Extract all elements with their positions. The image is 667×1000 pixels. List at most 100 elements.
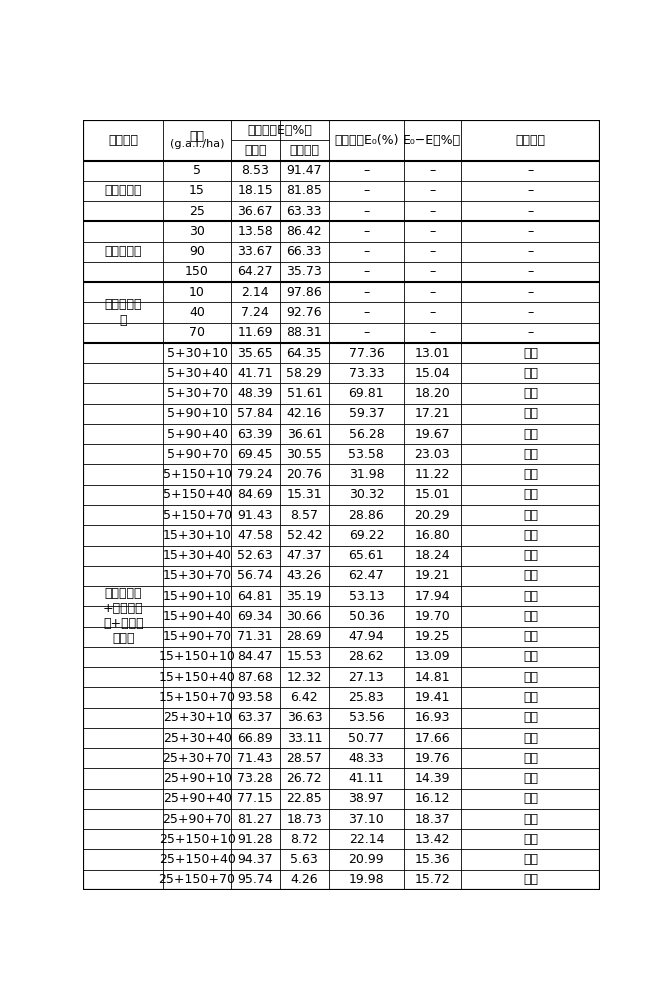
- Text: 15.01: 15.01: [414, 488, 450, 501]
- Text: 25+30+40: 25+30+40: [163, 732, 231, 745]
- Text: 92.76: 92.76: [287, 306, 322, 319]
- Text: 30.32: 30.32: [349, 488, 384, 501]
- Text: 5: 5: [193, 164, 201, 177]
- Text: 13.42: 13.42: [415, 833, 450, 846]
- Text: 23.03: 23.03: [414, 448, 450, 461]
- Text: 25+90+70: 25+90+70: [163, 813, 231, 826]
- Text: 90: 90: [189, 245, 205, 258]
- Text: 47.37: 47.37: [287, 549, 322, 562]
- Text: 10: 10: [189, 286, 205, 299]
- Text: 增效: 增效: [523, 873, 538, 886]
- Text: 15.72: 15.72: [414, 873, 450, 886]
- Text: 66.89: 66.89: [237, 732, 273, 745]
- Text: 50.77: 50.77: [348, 732, 384, 745]
- Text: 实测防效E（%）: 实测防效E（%）: [247, 124, 312, 137]
- Text: –: –: [528, 306, 534, 319]
- Text: 33.11: 33.11: [287, 732, 322, 745]
- Text: 48.39: 48.39: [237, 387, 273, 400]
- Text: 81.27: 81.27: [237, 813, 273, 826]
- Text: 5+90+10: 5+90+10: [167, 407, 227, 420]
- Text: 35.73: 35.73: [287, 265, 322, 278]
- Text: 药剂名称: 药剂名称: [109, 134, 139, 147]
- Text: –: –: [528, 164, 534, 177]
- Text: –: –: [528, 245, 534, 258]
- Text: 79.24: 79.24: [237, 468, 273, 481]
- Text: (g.a.i./ha): (g.a.i./ha): [170, 139, 224, 149]
- Text: 81.85: 81.85: [286, 184, 322, 197]
- Text: 增效: 增效: [523, 590, 538, 603]
- Text: –: –: [429, 164, 436, 177]
- Text: 31.98: 31.98: [349, 468, 384, 481]
- Text: 30.55: 30.55: [286, 448, 322, 461]
- Text: 66.33: 66.33: [287, 245, 322, 258]
- Text: 15+30+10: 15+30+10: [163, 529, 231, 542]
- Text: 增效: 增效: [523, 488, 538, 501]
- Text: 增效: 增效: [523, 853, 538, 866]
- Text: 11.69: 11.69: [237, 326, 273, 339]
- Text: 77.15: 77.15: [237, 792, 273, 805]
- Text: –: –: [364, 164, 370, 177]
- Text: 57.84: 57.84: [237, 407, 273, 420]
- Text: 氯吡嘧磺隆: 氯吡嘧磺隆: [105, 184, 142, 197]
- Text: –: –: [364, 184, 370, 197]
- Text: 56.28: 56.28: [349, 428, 384, 441]
- Text: 95.74: 95.74: [237, 873, 273, 886]
- Text: 41.71: 41.71: [237, 367, 273, 380]
- Text: 19.98: 19.98: [349, 873, 384, 886]
- Text: 增效: 增效: [523, 711, 538, 724]
- Text: 增效: 增效: [523, 529, 538, 542]
- Text: 53.56: 53.56: [349, 711, 384, 724]
- Text: 59.37: 59.37: [349, 407, 384, 420]
- Text: 28.57: 28.57: [286, 752, 322, 765]
- Text: 51.61: 51.61: [287, 387, 322, 400]
- Text: –: –: [429, 265, 436, 278]
- Text: 联合作用: 联合作用: [516, 134, 546, 147]
- Text: –: –: [528, 265, 534, 278]
- Text: 增效: 增效: [523, 549, 538, 562]
- Text: 增效: 增效: [523, 792, 538, 805]
- Text: 33.67: 33.67: [237, 245, 273, 258]
- Text: 28.69: 28.69: [287, 630, 322, 643]
- Text: –: –: [429, 225, 436, 238]
- Text: 增效: 增效: [523, 367, 538, 380]
- Text: 14.81: 14.81: [414, 671, 450, 684]
- Text: 53.58: 53.58: [348, 448, 384, 461]
- Text: 30: 30: [189, 225, 205, 238]
- Text: 4.26: 4.26: [291, 873, 318, 886]
- Text: 35.19: 35.19: [287, 590, 322, 603]
- Text: 5+30+40: 5+30+40: [167, 367, 227, 380]
- Text: 5+30+70: 5+30+70: [167, 387, 227, 400]
- Text: 氯氟吡氧乙
酸: 氯氟吡氧乙 酸: [105, 298, 142, 326]
- Text: 20.99: 20.99: [349, 853, 384, 866]
- Text: –: –: [364, 225, 370, 238]
- Text: 增效: 增效: [523, 347, 538, 360]
- Text: 25+150+70: 25+150+70: [159, 873, 235, 886]
- Text: 64.35: 64.35: [287, 347, 322, 360]
- Text: 77.36: 77.36: [349, 347, 384, 360]
- Text: –: –: [528, 326, 534, 339]
- Text: –: –: [364, 286, 370, 299]
- Text: 15+150+10: 15+150+10: [159, 650, 235, 663]
- Text: 18.20: 18.20: [414, 387, 450, 400]
- Text: 22.85: 22.85: [287, 792, 322, 805]
- Text: 64.27: 64.27: [237, 265, 273, 278]
- Text: –: –: [364, 245, 370, 258]
- Text: 5+150+40: 5+150+40: [163, 488, 231, 501]
- Text: 15+90+70: 15+90+70: [163, 630, 231, 643]
- Text: 41.11: 41.11: [349, 772, 384, 785]
- Text: 63.37: 63.37: [237, 711, 273, 724]
- Text: 16.80: 16.80: [414, 529, 450, 542]
- Text: 52.42: 52.42: [287, 529, 322, 542]
- Text: –: –: [364, 306, 370, 319]
- Text: 增效: 增效: [523, 752, 538, 765]
- Text: 28.62: 28.62: [349, 650, 384, 663]
- Text: 5.63: 5.63: [291, 853, 318, 866]
- Text: 48.33: 48.33: [349, 752, 384, 765]
- Text: –: –: [364, 326, 370, 339]
- Text: 37.10: 37.10: [349, 813, 384, 826]
- Text: 15+30+70: 15+30+70: [163, 569, 231, 582]
- Text: 91.47: 91.47: [287, 164, 322, 177]
- Text: 69.45: 69.45: [237, 448, 273, 461]
- Text: 25+30+70: 25+30+70: [163, 752, 231, 765]
- Text: 15.31: 15.31: [287, 488, 322, 501]
